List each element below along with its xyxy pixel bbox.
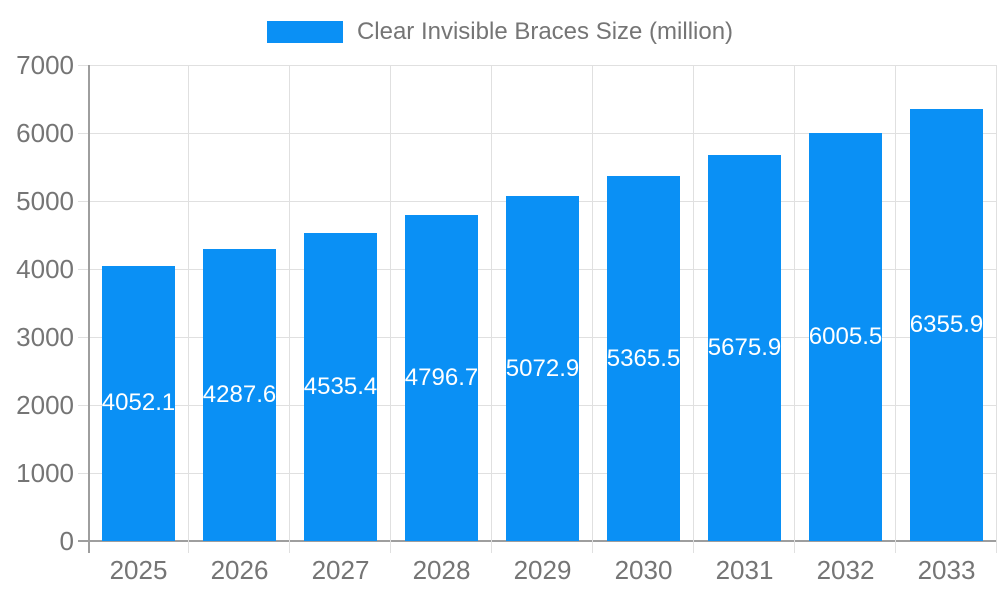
chart-legend[interactable]: Clear Invisible Braces Size (million): [0, 18, 1000, 45]
y-axis-tick-label: 6000: [16, 118, 74, 148]
bar[interactable]: [102, 265, 175, 541]
y-axis-tick-label: 2000: [16, 390, 74, 420]
x-axis-tick-label: 2027: [311, 555, 370, 585]
x-axis-tick-label: 2025: [109, 555, 168, 585]
h-gridline: [78, 65, 997, 66]
bar[interactable]: [809, 132, 882, 541]
bar-value-label: 4287.6: [202, 381, 277, 409]
v-gridline: [390, 65, 391, 553]
v-gridline: [592, 65, 593, 553]
y-axis-line: [88, 65, 90, 553]
x-axis-tick-label: 2033: [917, 555, 976, 585]
v-gridline: [895, 65, 896, 553]
bar[interactable]: [607, 176, 680, 541]
bar[interactable]: [708, 155, 781, 541]
legend-label: Clear Invisible Braces Size (million): [356, 18, 734, 45]
bar-value-label: 5072.9: [505, 354, 580, 382]
bar-value-label: 6005.5: [808, 322, 883, 350]
x-axis-line: [78, 540, 997, 542]
h-gridline: [78, 133, 997, 134]
v-gridline: [491, 65, 492, 553]
bar[interactable]: [506, 196, 579, 541]
x-axis-tick-label: 2029: [513, 555, 572, 585]
v-gridline: [289, 65, 290, 553]
plot-area: 4052.1 4287.6 4535.4 4796.7 5072.9 5365.5 5675…: [78, 65, 997, 553]
bar[interactable]: [203, 249, 276, 541]
bar-value-label: 4796.7: [404, 363, 479, 391]
y-axis-tick-label: 7000: [16, 50, 74, 80]
x-axis-tick-label: 2032: [816, 555, 875, 585]
bar-value-label: 5365.5: [606, 344, 681, 372]
legend-swatch-icon: [266, 21, 343, 43]
v-gridline: [693, 65, 694, 553]
y-axis-tick-label: 1000: [16, 458, 74, 488]
x-axis-tick-label: 2026: [210, 555, 269, 585]
v-gridline: [996, 65, 997, 553]
bar-value-label: 5675.9: [707, 334, 782, 362]
x-axis-tick-label: 2030: [614, 555, 673, 585]
y-axis-tick-label: 0: [59, 526, 74, 556]
bar-value-label: 4052.1: [101, 389, 176, 417]
bar[interactable]: [910, 108, 983, 541]
y-axis-tick-label: 4000: [16, 254, 74, 284]
v-gridline: [794, 65, 795, 553]
x-axis-tick-label: 2028: [412, 555, 471, 585]
bar-value-label: 6355.9: [909, 310, 984, 338]
v-gridline: [188, 65, 189, 553]
y-axis-tick-label: 5000: [16, 186, 74, 216]
x-axis-tick-label: 2031: [715, 555, 774, 585]
bar[interactable]: [405, 214, 478, 541]
bar[interactable]: [304, 232, 377, 541]
bar-value-label: 4535.4: [303, 372, 378, 400]
y-axis-tick-label: 3000: [16, 322, 74, 352]
